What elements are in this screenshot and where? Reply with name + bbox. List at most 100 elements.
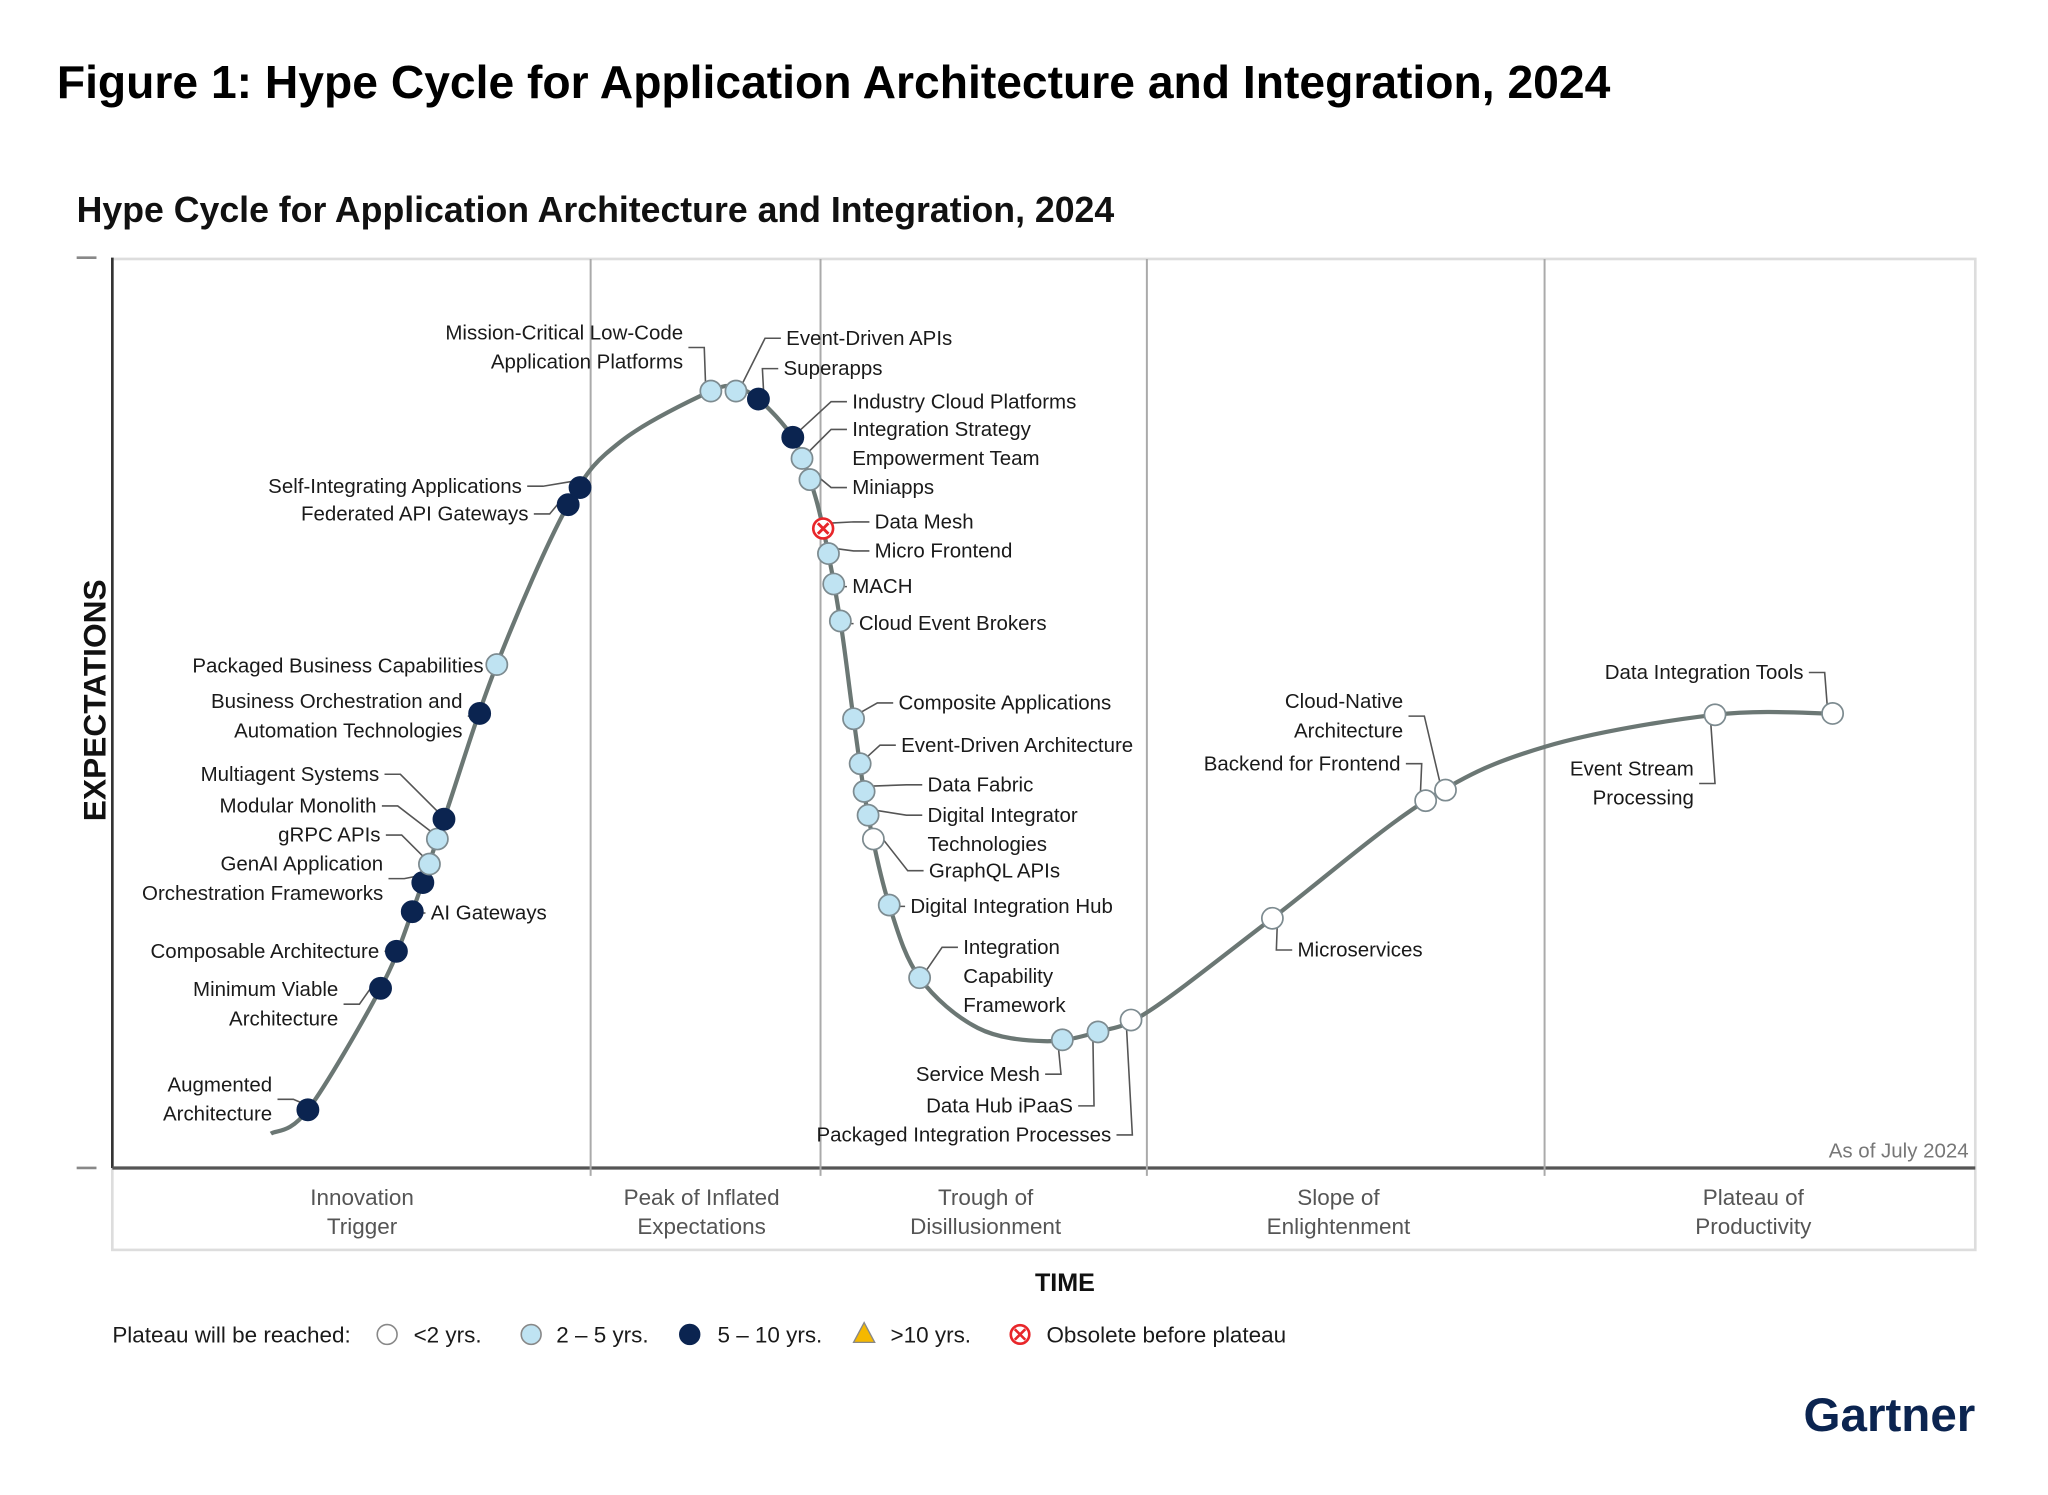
technology-dot: [877, 893, 901, 917]
leader-line: [761, 367, 779, 394]
technology-dot: [781, 425, 805, 449]
technology-label: Micro Frontend: [875, 540, 1013, 563]
technology-label: Data Hub iPaaS: [926, 1094, 1073, 1117]
technology-dot: [790, 447, 814, 470]
technology-marker[interactable]: [848, 752, 872, 776]
phase-label: Expectations: [637, 1214, 766, 1239]
technology-marker[interactable]: [556, 493, 580, 517]
technology-marker[interactable]: [296, 1098, 320, 1122]
technology-label: GenAI Application: [220, 853, 383, 876]
technology-marker[interactable]: [1703, 703, 1727, 727]
phase-label: Peak of Inflated: [624, 1185, 780, 1210]
phase-label: Disillusionment: [910, 1214, 1062, 1239]
technology-marker[interactable]: [485, 653, 509, 677]
technology-marker[interactable]: [908, 966, 932, 990]
triangle-icon: [852, 1321, 876, 1344]
technology-label: Data Integration Tools: [1605, 661, 1804, 684]
technology-dot: [848, 752, 872, 776]
technology-marker[interactable]: [425, 827, 449, 851]
technology-marker[interactable]: [724, 379, 748, 403]
technology-label: Architecture: [229, 1007, 338, 1030]
technology-marker[interactable]: [369, 976, 392, 1000]
technology-marker[interactable]: [790, 447, 814, 470]
technology-dot: [817, 542, 840, 566]
technology-marker[interactable]: [1050, 1028, 1074, 1052]
technology-dot: [861, 827, 885, 851]
leader-line: [527, 480, 575, 488]
technology-marker[interactable]: [828, 609, 852, 633]
technology-marker[interactable]: [418, 852, 441, 876]
legend-item: Obsolete before plateau: [1009, 1322, 1286, 1347]
technology-label: Packaged Business Capabilities: [192, 655, 483, 678]
leader-line: [1078, 1025, 1095, 1107]
technology-label: Industry Cloud Platforms: [852, 390, 1076, 413]
leader-line: [797, 400, 847, 433]
technology-label: Composable Architecture: [151, 940, 380, 963]
technology-marker[interactable]: [781, 425, 805, 449]
technology-marker[interactable]: [1086, 1020, 1110, 1044]
plot-area: Innovation Trigger Peak of Inflated Expecta…: [76, 256, 1977, 1252]
technology-marker[interactable]: [798, 468, 822, 492]
technology-dot: [425, 827, 449, 851]
technology-dot: [699, 379, 723, 403]
chart-title: Hype Cycle for Application Architecture …: [77, 190, 1115, 230]
technology-label: Orchestration Frameworks: [142, 882, 383, 905]
legend-item: >10 yrs.: [852, 1321, 972, 1347]
technology-marker[interactable]: [877, 893, 901, 917]
technology-marker[interactable]: [861, 827, 885, 851]
technology-label: Augmented: [168, 1073, 273, 1096]
technology-marker[interactable]: [822, 572, 846, 596]
leader-line: [873, 809, 923, 817]
technology-marker[interactable]: [856, 803, 880, 827]
legend-label: >10 yrs.: [891, 1322, 972, 1347]
technology-marker[interactable]: [468, 702, 492, 725]
technology-marker[interactable]: [1821, 702, 1845, 725]
technology-dot: [556, 493, 580, 517]
technology-label: Framework: [963, 994, 1066, 1017]
circle-icon: [679, 1323, 701, 1346]
legend-label: Obsolete before plateau: [1046, 1322, 1286, 1347]
technology-dot: [1821, 702, 1845, 725]
technology-marker[interactable]: [811, 517, 835, 540]
technology-marker[interactable]: [842, 707, 865, 731]
technology-label: Minimum Viable: [193, 978, 338, 1001]
technology-label: Microservices: [1297, 939, 1422, 962]
technology-dot: [485, 653, 509, 677]
technology-marker[interactable]: [852, 780, 876, 803]
x-axis-label: TIME: [1035, 1269, 1095, 1297]
technology-marker[interactable]: [432, 807, 456, 831]
leader-line: [688, 346, 707, 385]
cross-icon: [1013, 1328, 1027, 1341]
technology-marker[interactable]: [699, 379, 723, 403]
phase-label: Trigger: [327, 1214, 398, 1239]
technology-label: AI Gateways: [431, 902, 547, 925]
technology-marker[interactable]: [1260, 906, 1284, 930]
obsolete-cross: [816, 522, 830, 535]
technology-marker[interactable]: [400, 900, 424, 924]
technology-marker[interactable]: [1414, 789, 1438, 813]
technology-marker[interactable]: [1434, 778, 1457, 802]
technology-dot: [1050, 1028, 1074, 1052]
y-axis-label: EXPECTATIONS: [77, 579, 113, 821]
technology-label: Backend for Frontend: [1204, 752, 1401, 775]
technology-dot: [568, 476, 592, 499]
technology-dot: [724, 379, 748, 403]
leader-line: [828, 521, 870, 525]
leader-line: [1808, 671, 1829, 707]
technology-label: Automation Technologies: [234, 719, 462, 742]
technology-dot: [828, 609, 852, 633]
technology-marker[interactable]: [1119, 1008, 1143, 1032]
technology-marker[interactable]: [746, 387, 770, 411]
legend-item: 2 – 5 yrs.: [520, 1322, 649, 1347]
technology-label: Data Mesh: [875, 511, 974, 534]
technology-label: Packaged Integration Processes: [816, 1124, 1111, 1147]
gartner-logo: Gartner: [1804, 1389, 1976, 1442]
legend: Plateau will be reached: <2 yrs. 2 – 5 yrs…: [112, 1321, 1286, 1347]
technology-label: Superapps: [784, 357, 883, 380]
technology-marker[interactable]: [568, 476, 592, 499]
technology-marker[interactable]: [384, 939, 408, 963]
leader-line: [806, 428, 847, 454]
technology-marker[interactable]: [817, 542, 840, 566]
phase-label: Trough of: [938, 1185, 1034, 1210]
leader-line: [381, 805, 433, 834]
